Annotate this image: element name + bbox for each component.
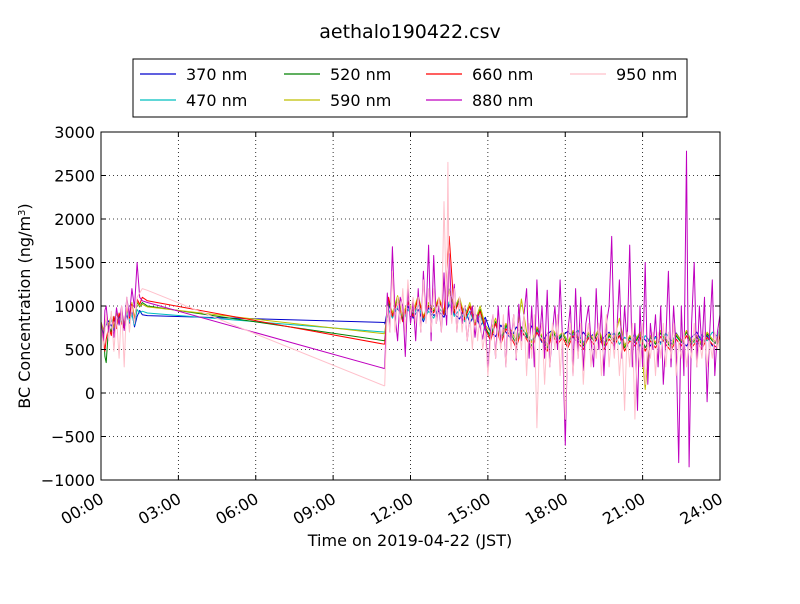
series-layer	[101, 150, 720, 468]
x-axis-label: Time on 2019-04-22 (JST)	[307, 531, 512, 550]
y-tick-label: 1500	[54, 254, 95, 273]
y-tick-label: 1000	[54, 297, 95, 316]
y-tick-label: −500	[51, 428, 95, 447]
y-axis-label-close: )	[15, 203, 34, 209]
legend-label-370-nm: 370 nm	[186, 65, 247, 84]
chart-title: aethalo190422.csv	[319, 21, 501, 43]
legend: 370 nm 470 nm 520 nm 590 nm 660 nm 880 nm 950 …	[132, 58, 688, 118]
legend-label-660-nm: 660 nm	[472, 65, 533, 84]
y-tick-labels: −1000 −500 0 500 1000 1500 2000 2500 3000	[41, 123, 95, 490]
series-line-950-nm	[384, 161, 720, 429]
y-tick-label: 500	[64, 341, 95, 360]
y-tick-label: −1000	[41, 471, 95, 490]
series-line-950-nm	[101, 288, 385, 387]
legend-label-880-nm: 880 nm	[472, 91, 533, 110]
y-tick-label: 2500	[54, 167, 95, 186]
legend-label-470-nm: 470 nm	[186, 91, 247, 110]
legend-label-520-nm: 520 nm	[330, 65, 391, 84]
legend-label-590-nm: 590 nm	[330, 91, 391, 110]
series-line-880-nm	[101, 262, 385, 370]
legend-box	[132, 58, 688, 118]
y-tick-label: 0	[85, 384, 95, 403]
legend-label-950-nm: 950 nm	[616, 65, 677, 84]
y-axis-label: BC Concentration (ng/m3)	[15, 203, 34, 408]
y-axis-label-superscript: 3	[17, 210, 28, 216]
y-axis-label-text: BC Concentration (ng/m	[15, 216, 34, 409]
ticks	[100, 131, 721, 481]
y-tick-label: 3000	[54, 123, 95, 142]
y-tick-label: 2000	[54, 210, 95, 229]
